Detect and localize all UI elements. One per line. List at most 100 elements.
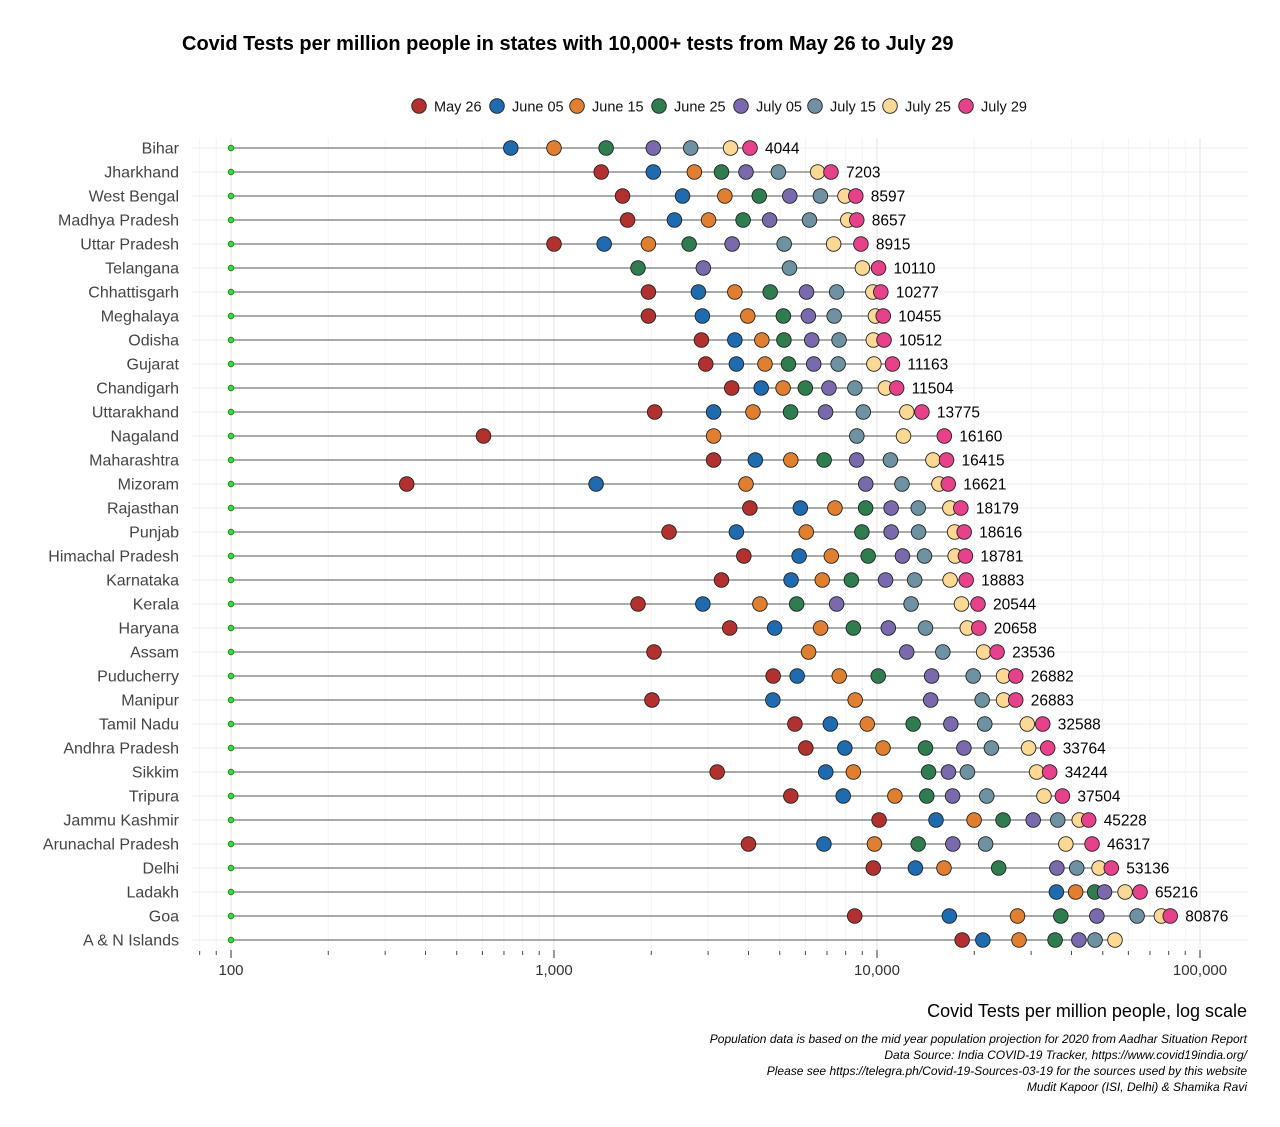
x-axis-label: Covid Tests per million people, log scal… [927,1001,1247,1021]
point-uttarakhand-july-05 [817,404,834,420]
point-manipur-july-15 [974,692,990,708]
point-haryana-july-15 [917,620,934,636]
point-sikkim-june-25 [920,764,937,780]
legend-item-june-25: June 25 [651,98,726,116]
caption-line-source: Data Source: India COVID-19 Tracker, htt… [884,1048,1248,1062]
point-punjab-june-05 [728,524,745,540]
point-maharashtra-june-25 [816,452,832,468]
point-jharkhand-july-29 [823,164,839,180]
point-odisha-july-05 [803,332,820,348]
point-assam-may-26 [646,644,662,660]
baseline-point-karnataka [227,576,235,584]
state-label-goa: Goa [149,909,179,926]
point-assam-june-15 [800,644,817,660]
point-meghalaya-may-26 [640,308,657,324]
value-label-karnataka: 18883 [981,573,1024,590]
legend-label-july-25: July 25 [905,100,951,116]
row-odisha: Odisha 10512 [128,332,942,350]
row-jammu-kashmir: Jammu Kashmir 45228 [63,812,1147,830]
point-gujarat-july-29 [884,356,901,372]
point-puducherry-july-15 [965,668,981,684]
point-kerala-july-25 [953,596,970,612]
point-madhya-pradesh-june-25 [735,212,751,228]
point-sikkim-july-29 [1041,764,1058,780]
state-label-andhra-pradesh: Andhra Pradesh [63,741,179,758]
point-arunachal-pradesh-july-29 [1084,836,1100,852]
value-label-ladakh: 65216 [1155,885,1198,902]
point-west-bengal-june-25 [751,188,768,204]
point-bihar-june-05 [503,140,519,156]
point-telangana-july-29 [870,260,887,276]
point-sikkim-july-15 [959,764,976,780]
point-himachal-pradesh-june-25 [860,548,876,564]
point-jharkhand-june-05 [645,164,662,180]
point-arunachal-pradesh-june-15 [866,836,883,852]
legend-swatch-june-05 [489,98,505,114]
baseline-point-madhya-pradesh [227,216,235,224]
baseline-point-telangana [227,264,235,272]
row-puducherry: Puducherry 26882 [97,668,1074,686]
point-ladakh-july-25 [1117,884,1133,900]
point-manipur-july-29 [1007,692,1024,708]
value-label-uttar-pradesh: 8915 [876,237,910,254]
row-karnataka: Karnataka 18883 [106,572,1024,590]
value-label-puducherry: 26882 [1031,669,1074,686]
state-label-maharashtra: Maharashtra [89,453,179,470]
point-andhra-pradesh-july-05 [956,740,972,756]
row-maharashtra: Maharashtra 16415 [89,452,1005,470]
baseline-point-himachal-pradesh [227,552,235,560]
point-nagaland-june-15 [705,428,722,444]
point-haryana-july-05 [880,620,897,636]
state-label-jharkhand: Jharkhand [104,165,179,182]
point-rajasthan-may-26 [742,500,758,516]
point-goa-june-15 [1009,908,1026,924]
point-jharkhand-july-25 [809,164,826,180]
point-himachal-pradesh-may-26 [736,548,752,564]
point-bihar-july-05 [645,140,662,156]
baseline-point-chandigarh [227,384,235,392]
point-puducherry-july-29 [1007,668,1024,684]
value-label-delhi: 53136 [1126,861,1169,878]
point-rajasthan-june-25 [857,500,874,516]
point-telangana-july-05 [695,260,712,276]
point-tamil-nadu-may-26 [787,716,803,732]
baseline-point-maharashtra [227,456,235,464]
state-label-puducherry: Puducherry [97,669,179,686]
baseline-point-nagaland [227,432,235,440]
caption: Population data is based on the mid year… [710,1032,1249,1094]
state-label-jammu-kashmir: Jammu Kashmir [63,813,179,830]
row-assam: Assam 23536 [130,644,1055,662]
value-label-andhra-pradesh: 33764 [1063,741,1106,758]
row-meghalaya: Meghalaya 10455 [101,308,941,326]
point-uttar-pradesh-july-15 [776,236,792,252]
value-label-arunachal-pradesh: 46317 [1107,837,1150,854]
point-chandigarh-july-29 [888,380,905,396]
point-haryana-june-15 [812,620,829,636]
legend: May 26 June 05 June 15 June 25 July 05 July 1… [411,98,1027,116]
chart-title: Covid Tests per million people in states… [182,33,954,55]
point-puducherry-june-25 [870,668,887,684]
x-tick-label-10-000: 10,000 [854,962,900,979]
legend-label-june-05: June 05 [512,100,564,116]
point-andhra-pradesh-july-15 [983,740,1000,756]
value-label-telangana: 10110 [894,261,936,278]
point-punjab-july-15 [910,524,927,540]
point-bihar-july-15 [682,140,699,156]
point-kerala-june-25 [788,596,805,612]
point-delhi-june-05 [907,860,924,876]
caption-line-population: Population data is based on the mid year… [710,1032,1248,1046]
point-himachal-pradesh-july-15 [916,548,933,564]
point-goa-may-26 [846,908,863,924]
legend-item-may-26: May 26 [411,98,482,116]
value-label-tripura: 37504 [1077,789,1120,806]
row-rajasthan: Rajasthan 18179 [107,500,1019,518]
point-maharashtra-june-05 [747,452,764,468]
value-label-kerala: 20544 [993,597,1036,614]
point-arunachal-pradesh-july-15 [977,836,994,852]
point-kerala-june-15 [752,596,768,612]
point-uttarakhand-july-29 [914,404,930,420]
point-odisha-june-15 [754,332,770,348]
state-label-sikkim: Sikkim [132,765,179,782]
row-sikkim: Sikkim 34244 [132,764,1108,782]
point-tamil-nadu-july-29 [1034,716,1051,732]
